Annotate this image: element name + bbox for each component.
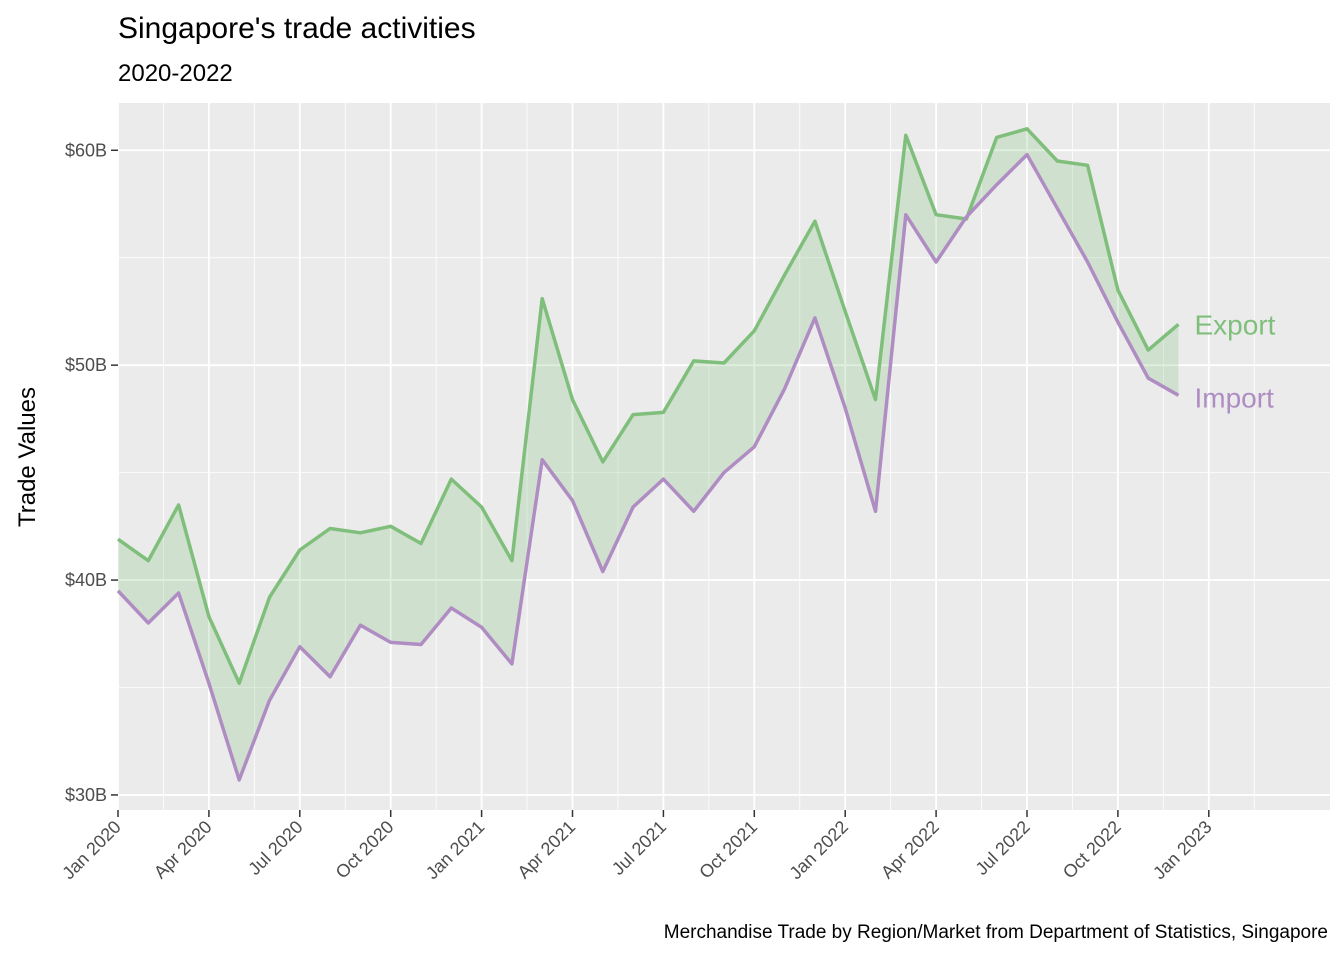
x-tick-label: Jan 2020 (58, 817, 125, 884)
x-tick-label: Jul 2020 (244, 817, 306, 879)
x-tick-label: Jan 2023 (1149, 817, 1216, 884)
x-tick-label: Jan 2021 (422, 817, 489, 884)
x-tick-label: Apr 2021 (514, 817, 580, 883)
series-line-export (116, 127, 1180, 685)
series-line-import (116, 152, 1180, 782)
chart-subtitle: 2020-2022 (118, 60, 233, 87)
x-tick-label: Oct 2021 (695, 817, 761, 883)
x-tick-label: Apr 2022 (877, 817, 943, 883)
y-tick-label: $60B (65, 140, 107, 160)
y-tick-label: $30B (65, 785, 107, 805)
chart-caption: Merchandise Trade by Region/Market from … (663, 922, 1328, 943)
plot-panel (118, 103, 1330, 810)
x-tick-label: Jan 2022 (786, 817, 853, 884)
y-tick-label: $40B (65, 570, 107, 590)
series-label-import: Import (1195, 382, 1275, 413)
x-tick-label: Oct 2020 (332, 817, 398, 883)
series-label-export: Export (1195, 309, 1276, 340)
y-tick-label: $50B (65, 355, 107, 375)
x-tick-label: Apr 2020 (150, 817, 216, 883)
trade-gap-ribbon (118, 128, 1179, 780)
x-tick-label: Jul 2022 (972, 817, 1034, 879)
x-tick-label: Oct 2022 (1059, 817, 1125, 883)
chart-title: Singapore's trade activities (118, 12, 476, 45)
x-tick-label: Jul 2021 (608, 817, 670, 879)
